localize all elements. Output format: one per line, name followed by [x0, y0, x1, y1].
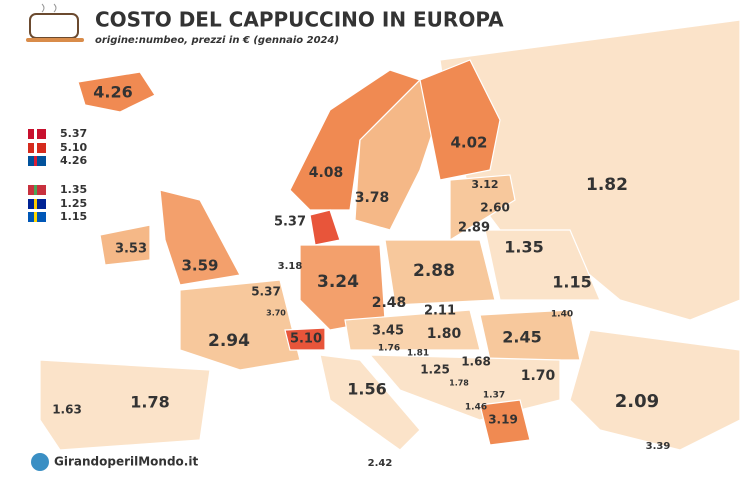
- legend-value: 4.26: [60, 154, 87, 167]
- flag-icon: [34, 212, 37, 222]
- price-label: 2.60: [480, 201, 510, 215]
- price-label: 1.37: [483, 391, 505, 401]
- price-label: 3.39: [646, 441, 671, 452]
- price-label: 2.11: [424, 304, 456, 319]
- legend: 5.375.104.26 1.351.251.15: [28, 127, 87, 223]
- price-label: 1.80: [427, 326, 462, 342]
- flag-icon: [34, 156, 37, 166]
- map-labels: 4.26 4.08 4.02 3.78 3.12 2.60 2.89 1.82 5.37 3.53…: [52, 83, 670, 470]
- price-label: 1.81: [407, 349, 429, 359]
- price-label: 3.45: [372, 324, 404, 339]
- flag-icon: [34, 143, 37, 153]
- price-label: 1.82: [586, 175, 628, 195]
- legend-value: 1.15: [60, 210, 87, 223]
- price-label: 3.70: [266, 309, 286, 318]
- price-label: 2.48: [372, 295, 407, 311]
- price-label: 3.24: [317, 272, 359, 292]
- logo-cup: [26, 3, 84, 42]
- price-label: 2.09: [615, 391, 659, 412]
- price-label: 3.18: [278, 261, 303, 272]
- subtitle: origine:numbeo, prezzi in € (gennaio 202…: [95, 35, 339, 46]
- price-label: 5.10: [290, 332, 322, 347]
- price-label: 1.76: [378, 344, 400, 354]
- price-label: 1.63: [52, 403, 82, 417]
- price-label: 1.35: [504, 238, 543, 257]
- price-label: 4.02: [450, 134, 487, 152]
- price-label: 1.70: [521, 368, 556, 384]
- price-label: 4.08: [309, 165, 344, 181]
- legend-value: 5.37: [60, 127, 87, 140]
- price-label: 5.37: [251, 285, 281, 299]
- price-label: 1.15: [552, 273, 591, 292]
- price-label: 1.40: [551, 310, 573, 320]
- price-label: 1.78: [130, 393, 169, 412]
- price-label: 3.59: [181, 257, 218, 275]
- flag-icon: [34, 129, 37, 139]
- legend-value: 1.25: [60, 197, 87, 210]
- map-shapes: [39, 19, 740, 451]
- price-label: 2.42: [368, 458, 393, 469]
- price-label: 4.26: [93, 83, 132, 102]
- price-label: 1.78: [449, 379, 469, 388]
- price-label: 3.53: [115, 242, 147, 257]
- legend-value: 5.10: [60, 141, 87, 154]
- flag-icon: [34, 199, 37, 209]
- brand: GirandoperilMondo.it: [54, 455, 198, 469]
- flag-icon: [34, 185, 37, 195]
- price-label: 1.56: [347, 380, 386, 399]
- brand-logo: [31, 453, 49, 471]
- price-label: 1.46: [465, 403, 487, 413]
- price-label: 3.19: [488, 413, 518, 427]
- price-label: 2.89: [458, 221, 490, 236]
- price-label: 2.88: [413, 261, 455, 281]
- price-label: 3.12: [471, 178, 498, 191]
- title: COSTO DEL CAPPUCCINO IN EUROPA: [95, 8, 504, 32]
- price-label: 2.45: [502, 328, 541, 347]
- price-label: 2.94: [208, 331, 250, 351]
- price-label: 5.37: [274, 215, 306, 230]
- legend-value: 1.35: [60, 183, 87, 196]
- price-label: 1.25: [420, 363, 450, 377]
- price-label: 1.68: [461, 355, 491, 369]
- price-label: 3.78: [355, 190, 390, 206]
